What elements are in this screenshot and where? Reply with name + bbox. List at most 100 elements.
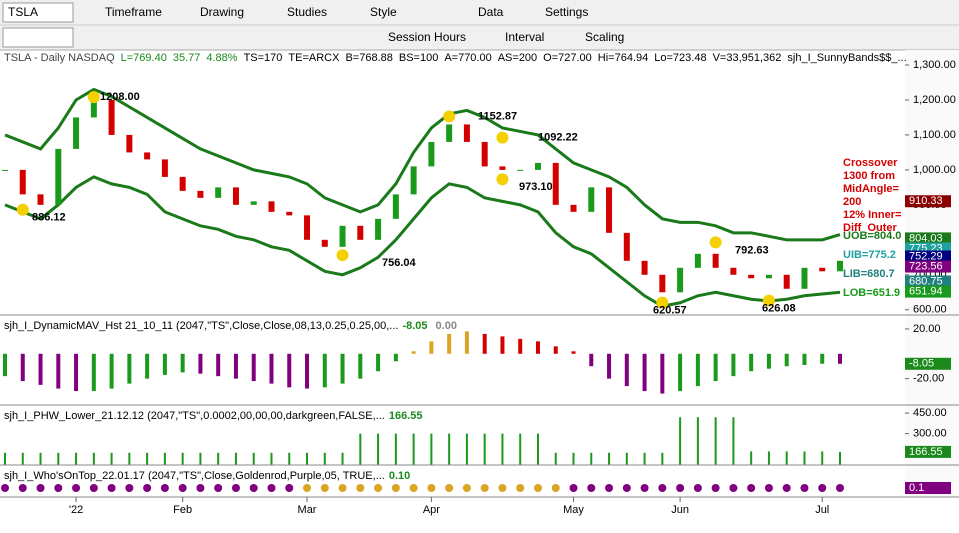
histogram-bar — [234, 452, 237, 465]
pane-readout: -8.05 — [402, 320, 427, 332]
histogram-bar — [766, 353, 771, 369]
pane-title: sjh_I_PHW_Lower_21.12.12 (2047,"TS",0.00… — [4, 410, 385, 422]
histogram-bar — [678, 353, 683, 392]
candle — [179, 176, 186, 191]
histogram-bar — [233, 353, 238, 379]
state-dot — [800, 484, 809, 492]
pane-readout: 0.00 — [436, 320, 457, 332]
candle — [499, 166, 506, 170]
price-tag-label: 910.33 — [909, 195, 943, 207]
symbol: TSLA — [8, 5, 38, 19]
histogram-bar — [642, 353, 647, 392]
header-item: AS=200 — [498, 52, 537, 64]
candle — [197, 190, 204, 198]
histogram-bar — [749, 353, 754, 372]
candle — [19, 169, 26, 195]
state-dot — [249, 484, 258, 492]
symbol-box[interactable] — [2, 2, 74, 23]
candle — [712, 253, 719, 268]
tool-button[interactable]: Scaling — [585, 30, 624, 44]
menu-item[interactable]: Timeframe — [105, 5, 162, 19]
histogram-bar — [713, 353, 718, 382]
histogram-bar — [714, 417, 717, 465]
state-dot — [338, 484, 347, 492]
candle — [677, 267, 684, 293]
histogram-bar — [803, 451, 806, 465]
candle — [55, 148, 62, 205]
candle — [606, 187, 613, 233]
y-tick-label: 1,300.00 — [913, 59, 956, 71]
pivot-dot — [762, 294, 775, 307]
state-dot — [445, 484, 454, 492]
histogram-bar — [429, 341, 434, 354]
histogram-bar — [199, 452, 202, 465]
histogram-bar — [21, 452, 24, 465]
histogram-bar — [269, 353, 274, 384]
y-tick-label: 450.00 — [913, 407, 947, 419]
header-item: A=770.00 — [444, 52, 491, 64]
menu-item[interactable]: Studies — [287, 5, 327, 19]
state-dot — [782, 484, 791, 492]
state-dot — [764, 484, 773, 492]
histogram-bar — [57, 452, 60, 465]
histogram-bar — [465, 433, 468, 465]
state-dot — [160, 484, 169, 492]
pivot-label: 1208.00 — [100, 91, 140, 103]
header-item: TE=ARCX — [288, 52, 340, 64]
candle — [837, 260, 843, 272]
histogram-bar — [500, 336, 505, 354]
histogram-bar — [359, 433, 362, 465]
price-tag — [905, 275, 951, 288]
histogram-bar — [412, 433, 415, 465]
tool-button[interactable]: Interval — [505, 30, 544, 44]
state-dot — [818, 484, 827, 492]
histogram-bar — [643, 452, 646, 465]
pivot-label: 792.63 — [735, 244, 769, 256]
band-line — [4, 87, 841, 242]
candle — [819, 267, 826, 272]
pivot-dot — [496, 131, 509, 144]
histogram-bar — [625, 452, 628, 465]
histogram-bar — [91, 353, 96, 392]
histogram-bar — [624, 353, 629, 387]
pivot-dot — [496, 173, 509, 186]
candle — [783, 274, 790, 289]
interval-box[interactable] — [2, 27, 74, 48]
pane-title: sjh_I_DynamicMAV_Hst 21_10_11 (2047,"TS"… — [4, 320, 398, 332]
crossover-note: MidAngle= — [843, 183, 899, 195]
histogram-bar — [146, 452, 149, 465]
y-tick-label: 1,000.00 — [913, 164, 956, 176]
histogram-bar — [217, 452, 220, 465]
menu-item[interactable]: Drawing — [200, 5, 244, 19]
histogram-bar — [695, 353, 700, 387]
histogram-bar — [216, 353, 221, 377]
histogram-bar — [608, 452, 611, 465]
histogram-bar — [482, 333, 487, 354]
pivot-dot — [87, 91, 100, 104]
candle — [730, 267, 737, 275]
candle — [534, 162, 541, 170]
crossover-note: Diff_Outer — [843, 222, 898, 234]
histogram-bar — [660, 353, 665, 394]
price-tag — [905, 195, 951, 208]
histogram-bar — [553, 346, 558, 354]
histogram-bar — [785, 451, 788, 465]
pivot-dot — [443, 110, 456, 123]
histogram-bar — [554, 452, 557, 465]
price-tag-label: 651.94 — [909, 286, 943, 298]
menu-item[interactable]: Style — [370, 5, 397, 19]
menu-item[interactable]: Settings — [545, 5, 588, 19]
menu-item[interactable]: Data — [478, 5, 504, 19]
state-dot — [516, 484, 525, 492]
histogram-bar — [732, 417, 735, 465]
tool-button[interactable]: Session Hours — [388, 30, 466, 44]
header-item: 4.88% — [206, 52, 237, 64]
candle — [37, 194, 44, 205]
histogram-bar — [74, 353, 79, 392]
pivot-label: 1152.87 — [478, 110, 517, 122]
histogram-bar — [288, 452, 291, 465]
state-dot — [196, 484, 205, 492]
pivot-label: 756.04 — [382, 257, 417, 269]
state-dot — [1, 484, 9, 492]
histogram-bar — [39, 452, 42, 465]
